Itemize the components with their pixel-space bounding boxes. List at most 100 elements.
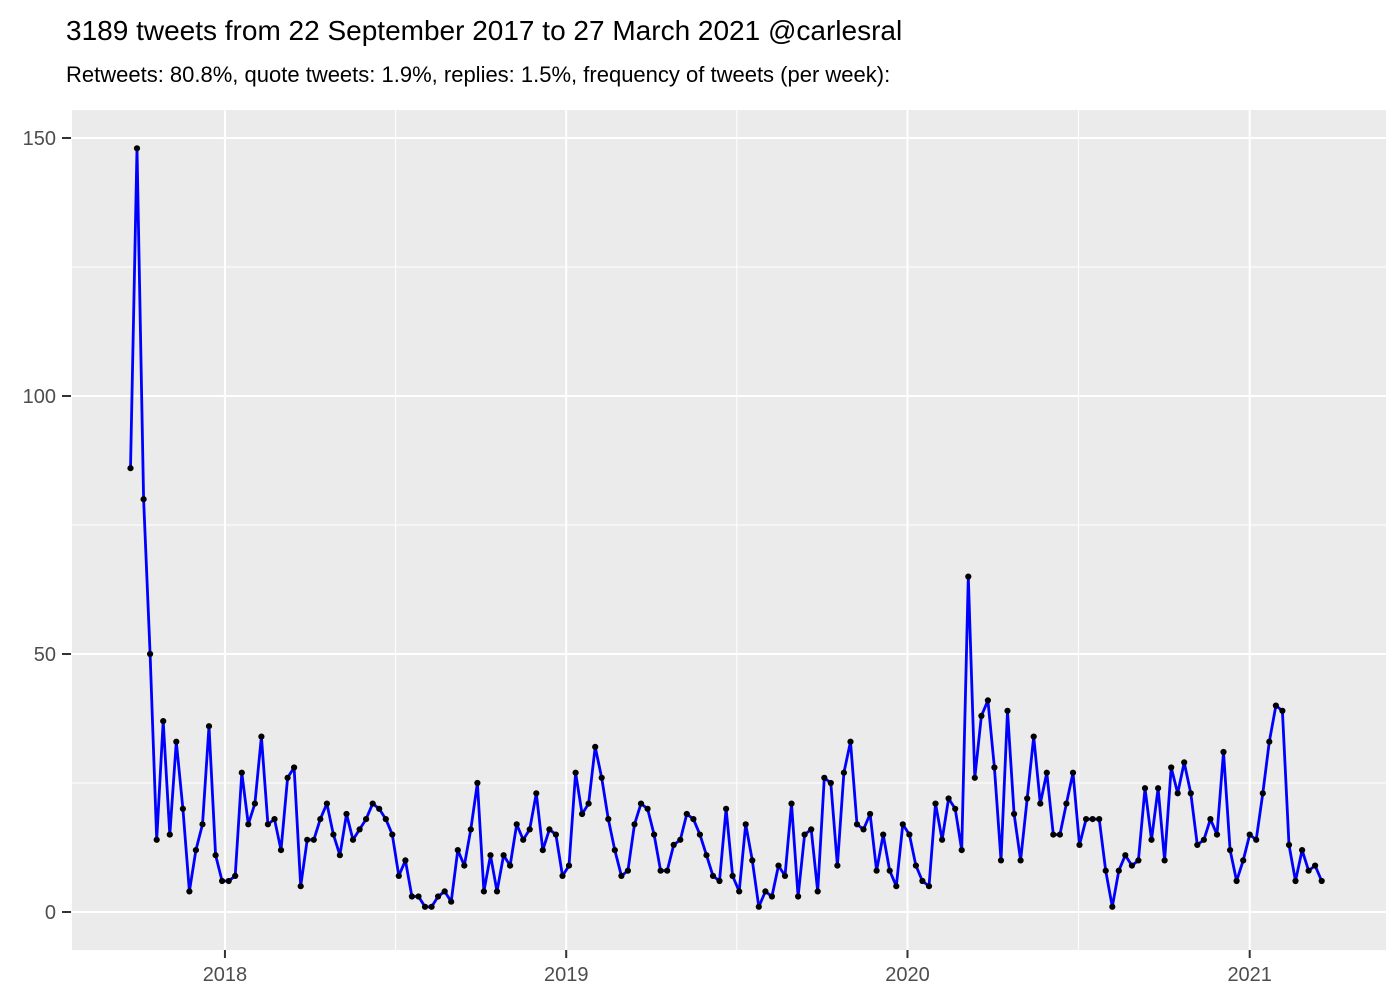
- data-point: [906, 831, 913, 838]
- data-point: [925, 883, 933, 890]
- data-point: [978, 712, 985, 720]
- data-point: [696, 831, 704, 838]
- data-point: [1200, 836, 1207, 843]
- data-point: [192, 847, 199, 854]
- data-point: [251, 800, 258, 807]
- data-point: [179, 805, 186, 812]
- data-point: [1109, 903, 1116, 910]
- x-axis-label: 2018: [203, 964, 248, 986]
- data-point: [1168, 764, 1175, 771]
- data-point: [1043, 769, 1050, 776]
- data-point: [539, 847, 546, 854]
- data-point: [690, 816, 697, 823]
- data-point: [1187, 790, 1194, 797]
- data-point: [546, 826, 553, 833]
- data-point: [520, 836, 527, 843]
- data-point: [1305, 867, 1312, 874]
- data-point: [1069, 769, 1077, 776]
- data-point: [421, 903, 429, 910]
- data-point: [971, 774, 978, 781]
- data-point: [644, 805, 651, 812]
- data-point: [1011, 810, 1018, 818]
- data-point: [284, 774, 291, 781]
- data-point: [899, 821, 906, 828]
- data-point: [742, 821, 749, 828]
- chart-title: 3189 tweets from 22 September 2017 to 27…: [66, 15, 903, 46]
- data-point: [781, 872, 789, 880]
- data-point: [1063, 800, 1070, 807]
- data-point: [533, 790, 540, 797]
- data-point: [467, 826, 474, 833]
- data-point: [579, 810, 586, 818]
- data-point: [435, 893, 442, 900]
- data-point: [526, 826, 533, 833]
- x-axis-label: 2020: [885, 964, 930, 986]
- data-point: [245, 821, 252, 828]
- data-point: [349, 836, 357, 843]
- data-point: [1312, 862, 1319, 869]
- data-point: [867, 810, 874, 818]
- data-point: [893, 883, 900, 890]
- data-point: [834, 862, 841, 869]
- data-point: [1096, 816, 1103, 823]
- data-point: [271, 816, 278, 823]
- data-point: [736, 888, 743, 895]
- data-point: [991, 764, 998, 771]
- y-axis-label: 50: [34, 644, 56, 666]
- data-point: [1318, 877, 1325, 885]
- data-point: [814, 888, 821, 895]
- data-point: [592, 743, 599, 751]
- data-point: [912, 862, 920, 869]
- data-point: [330, 831, 337, 838]
- data-point: [637, 800, 645, 807]
- data-point: [1279, 707, 1286, 714]
- data-point: [1056, 831, 1063, 838]
- data-point: [186, 888, 193, 895]
- data-point: [749, 857, 756, 864]
- data-point: [729, 872, 736, 880]
- data-point: [1213, 831, 1221, 838]
- data-point: [631, 821, 638, 828]
- data-point: [1030, 733, 1037, 740]
- data-point: [127, 465, 134, 472]
- data-point: [1155, 785, 1162, 792]
- data-point: [651, 831, 658, 838]
- data-point: [454, 847, 461, 854]
- data-point: [932, 800, 939, 807]
- data-point: [225, 877, 232, 885]
- data-point: [395, 872, 402, 880]
- y-axis-label: 100: [23, 386, 56, 408]
- data-point: [160, 718, 167, 725]
- data-point: [369, 800, 376, 807]
- data-point: [1115, 867, 1122, 874]
- data-point: [997, 857, 1005, 864]
- data-point: [212, 852, 219, 859]
- data-point: [258, 733, 265, 740]
- data-point: [304, 836, 311, 843]
- data-point: [670, 841, 677, 849]
- data-point: [428, 903, 435, 910]
- data-point: [487, 852, 494, 859]
- data-point: [382, 816, 389, 823]
- data-point: [1037, 800, 1044, 807]
- data-point: [219, 877, 226, 885]
- data-point: [1089, 816, 1096, 823]
- data-point: [1083, 816, 1090, 823]
- data-point: [939, 836, 946, 843]
- data-point: [1240, 857, 1247, 864]
- data-point: [408, 893, 415, 900]
- data-point: [618, 872, 625, 880]
- data-point: [709, 872, 717, 880]
- data-point: [264, 821, 271, 828]
- data-point: [1259, 790, 1266, 797]
- data-point: [1148, 836, 1155, 843]
- data-point: [166, 831, 173, 838]
- data-point: [317, 816, 324, 823]
- data-point: [585, 800, 592, 807]
- data-point: [559, 872, 566, 880]
- data-point: [1141, 785, 1149, 792]
- data-point: [448, 898, 455, 905]
- data-point: [664, 867, 671, 874]
- data-point: [827, 779, 834, 787]
